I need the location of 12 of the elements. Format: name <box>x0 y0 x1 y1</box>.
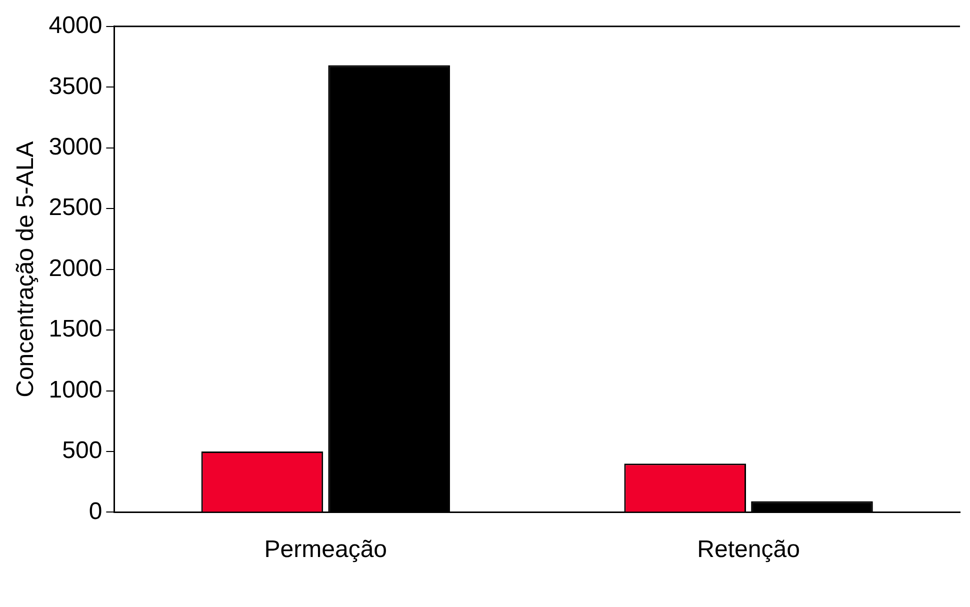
y-tick-label: 3500 <box>48 72 102 100</box>
y-tick-label: 1000 <box>48 376 102 404</box>
y-tick-label: 2500 <box>48 194 102 222</box>
y-tick-label: 2000 <box>48 254 102 282</box>
x-tick-label: Permeação <box>264 536 388 564</box>
y-tick-label: 500 <box>62 437 102 464</box>
y-tick-label: 1500 <box>48 316 102 343</box>
y-tick-label: 4000 <box>48 12 102 40</box>
y-tick-label: 0 <box>88 498 102 525</box>
y-axis-title: Concentração de 5-ALA <box>12 141 40 398</box>
x-tick-label: Retenção <box>697 536 800 564</box>
y-tick-label: 3000 <box>48 133 102 160</box>
